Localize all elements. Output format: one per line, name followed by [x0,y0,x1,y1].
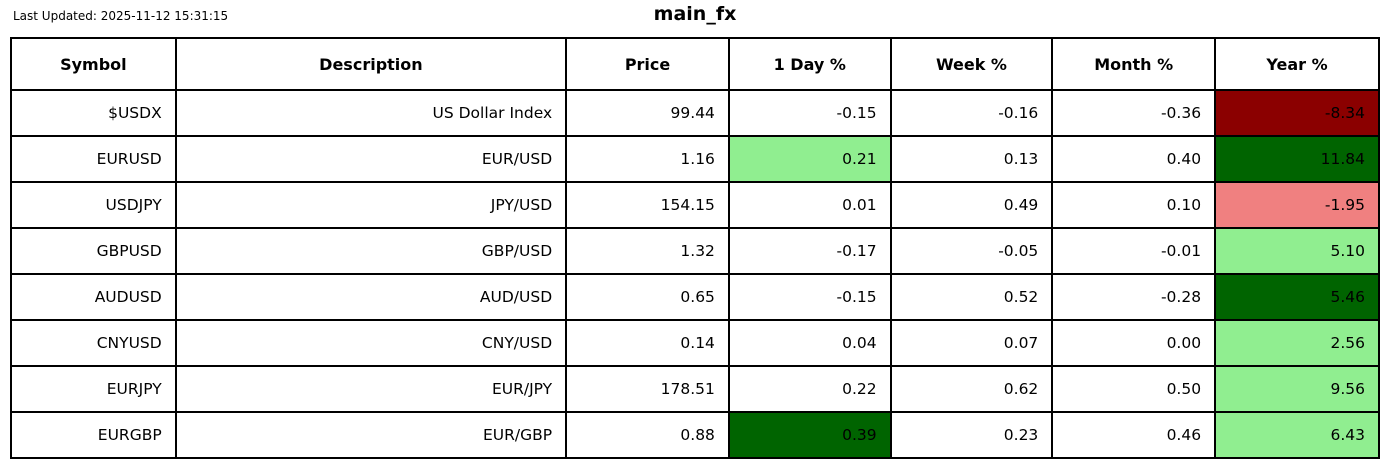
day-pct-cell: 0.39 [727,411,892,459]
year-pct-cell: 5.46 [1214,273,1380,321]
day-pct-cell: 0.22 [727,365,892,413]
day-pct-cell: 0.21 [727,135,892,183]
table-row-eurgbp: EURGBP EUR/GBP 0.88 0.39 0.23 0.46 6.43 [10,411,1380,459]
column-header-description: Description [174,37,568,91]
month-pct-cell: 0.40 [1051,135,1217,183]
table-header: Symbol Description Price 1 Day % Week % Month… [10,37,1380,91]
header-row: Symbol Description Price 1 Day % Week % Month… [10,37,1380,91]
day-pct-cell: -0.15 [727,273,892,321]
week-pct-cell: 0.52 [889,273,1054,321]
year-pct-cell: 5.10 [1214,227,1380,275]
week-pct-cell: 0.49 [889,181,1054,229]
price-cell: 1.16 [565,135,730,183]
column-header-month-pct: Month % [1051,37,1217,91]
day-pct-cell: 0.01 [727,181,892,229]
table-body: $USDX US Dollar Index 99.44 -0.15 -0.16 -0.36… [10,89,1380,459]
month-pct-cell: -0.28 [1051,273,1217,321]
description-cell: EUR/GBP [174,411,568,459]
price-cell: 0.88 [565,411,730,459]
description-cell: JPY/USD [174,181,568,229]
month-pct-cell: 0.46 [1051,411,1217,459]
month-pct-cell: -0.36 [1051,89,1217,137]
week-pct-cell: 0.13 [889,135,1054,183]
price-cell: 0.14 [565,319,730,367]
symbol-cell: $USDX [10,89,177,137]
description-cell: GBP/USD [174,227,568,275]
symbol-cell: USDJPY [10,181,177,229]
column-header-day-pct: 1 Day % [727,37,892,91]
table-row-cnyusd: CNYUSD CNY/USD 0.14 0.04 0.07 0.00 2.56 [10,319,1380,367]
table-row-audusd: AUDUSD AUD/USD 0.65 -0.15 0.52 -0.28 5.46 [10,273,1380,321]
year-pct-cell: 6.43 [1214,411,1380,459]
month-pct-cell: 0.50 [1051,365,1217,413]
year-pct-cell: -8.34 [1214,89,1380,137]
week-pct-cell: 0.07 [889,319,1054,367]
month-pct-cell: 0.00 [1051,319,1217,367]
week-pct-cell: 0.62 [889,365,1054,413]
page-title: main_fx [653,3,737,25]
price-cell: 154.15 [565,181,730,229]
table-row-eurusd: EURUSD EUR/USD 1.16 0.21 0.13 0.40 11.84 [10,135,1380,183]
symbol-cell: CNYUSD [10,319,177,367]
description-cell: US Dollar Index [174,89,568,137]
day-pct-cell: -0.15 [727,89,892,137]
description-cell: CNY/USD [174,319,568,367]
symbol-cell: EURUSD [10,135,177,183]
table-row-usdx: $USDX US Dollar Index 99.44 -0.15 -0.16 -0.36… [10,89,1380,137]
year-pct-cell: 2.56 [1214,319,1380,367]
price-cell: 1.32 [565,227,730,275]
symbol-cell: EURJPY [10,365,177,413]
column-header-price: Price [565,37,730,91]
column-header-symbol: Symbol [10,37,177,91]
symbol-cell: GBPUSD [10,227,177,275]
year-pct-cell: 9.56 [1214,365,1380,413]
table-row-gbpusd: GBPUSD GBP/USD 1.32 -0.17 -0.05 -0.01 5.10 [10,227,1380,275]
symbol-cell: EURGBP [10,411,177,459]
description-cell: EUR/JPY [174,365,568,413]
description-cell: EUR/USD [174,135,568,183]
description-cell: AUD/USD [174,273,568,321]
fx-table: Symbol Description Price 1 Day % Week % Month… [10,37,1380,459]
week-pct-cell: 0.23 [889,411,1054,459]
month-pct-cell: 0.10 [1051,181,1217,229]
year-pct-cell: 11.84 [1214,135,1380,183]
symbol-cell: AUDUSD [10,273,177,321]
column-header-week-pct: Week % [889,37,1054,91]
day-pct-cell: -0.17 [727,227,892,275]
week-pct-cell: -0.16 [889,89,1054,137]
year-pct-cell: -1.95 [1214,181,1380,229]
day-pct-cell: 0.04 [727,319,892,367]
table-row-usdjpy: USDJPY JPY/USD 154.15 0.01 0.49 0.10 -1.95 [10,181,1380,229]
table-row-eurjpy: EURJPY EUR/JPY 178.51 0.22 0.62 0.50 9.56 [10,365,1380,413]
price-cell: 178.51 [565,365,730,413]
last-updated-label: Last Updated: 2025-11-12 15:31:15 [13,9,229,23]
month-pct-cell: -0.01 [1051,227,1217,275]
week-pct-cell: -0.05 [889,227,1054,275]
price-cell: 0.65 [565,273,730,321]
column-header-year-pct: Year % [1214,37,1380,91]
price-cell: 99.44 [565,89,730,137]
